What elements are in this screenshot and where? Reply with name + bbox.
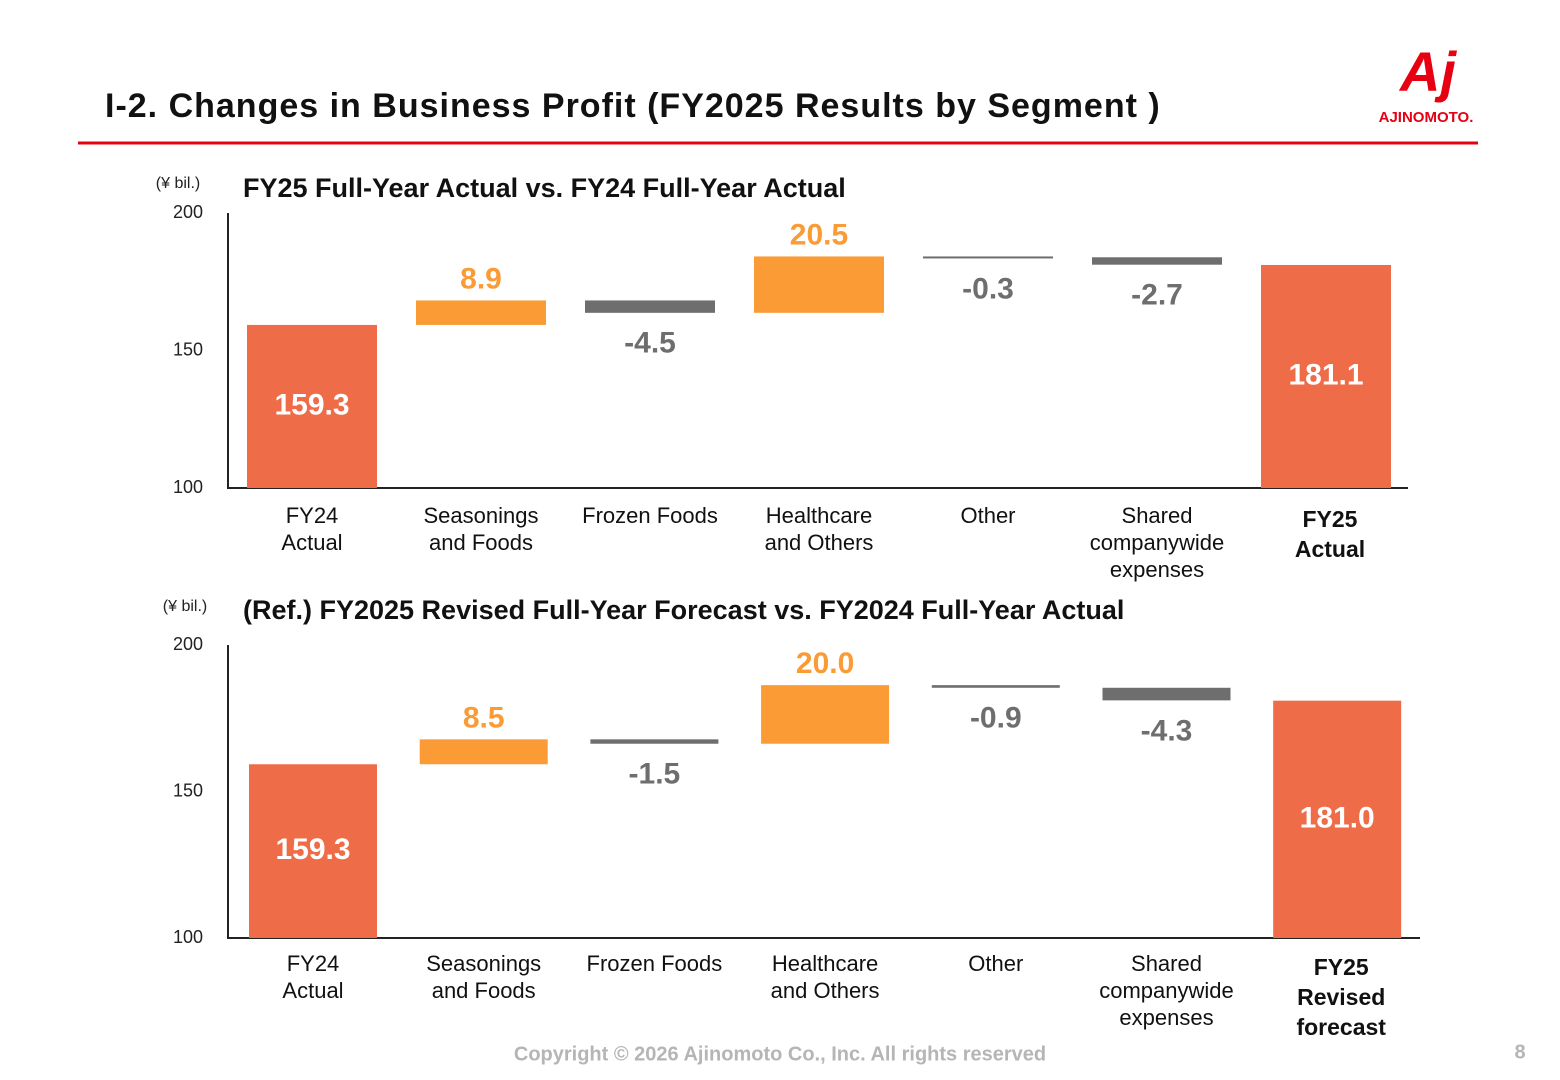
value-label: -0.9 bbox=[970, 702, 1022, 735]
y-tick-label: 200 bbox=[173, 634, 203, 654]
value-label: 8.9 bbox=[460, 262, 502, 295]
x-tick-label: Actual bbox=[1295, 536, 1365, 562]
x-tick-label: and Foods bbox=[432, 978, 536, 1003]
y-tick-label: 150 bbox=[173, 780, 203, 800]
x-tick-label: Seasonings bbox=[424, 503, 539, 528]
x-tick-label: Other bbox=[960, 503, 1015, 528]
x-tick-label: FY25 bbox=[1314, 954, 1369, 980]
y-tick-label: 100 bbox=[173, 927, 203, 947]
value-label: 20.0 bbox=[796, 647, 854, 680]
x-tick-label: expenses bbox=[1110, 557, 1204, 582]
bar bbox=[923, 256, 1053, 259]
bar bbox=[585, 300, 715, 313]
x-tick-label: Actual bbox=[281, 530, 342, 555]
x-tick-label: and Others bbox=[765, 530, 874, 555]
x-tick-label: Seasonings bbox=[426, 951, 541, 976]
x-tick-label: Other bbox=[968, 951, 1023, 976]
x-tick-label: and Foods bbox=[429, 530, 533, 555]
value-label: -4.3 bbox=[1141, 714, 1193, 747]
x-tick-label: expenses bbox=[1119, 1005, 1213, 1030]
value-label: -1.5 bbox=[629, 758, 681, 791]
x-tick-label: Healthcare bbox=[766, 503, 872, 528]
value-label: 181.1 bbox=[1288, 358, 1363, 391]
logo-name: AJINOMOTO. bbox=[1379, 109, 1474, 126]
bar bbox=[419, 739, 548, 765]
value-label: 159.3 bbox=[274, 388, 349, 421]
copyright: Copyright © 2026 Ajinomoto Co., Inc. All… bbox=[514, 1043, 1046, 1065]
slide-title: I-2. Changes in Business Profit (FY2025 … bbox=[105, 87, 1161, 125]
x-tick-label: FY24 bbox=[287, 951, 340, 976]
y-tick-label: 200 bbox=[173, 202, 203, 222]
logo-mark: Aj bbox=[1398, 40, 1457, 103]
bar bbox=[1273, 700, 1402, 938]
x-tick-label: Actual bbox=[282, 978, 343, 1003]
x-tick-label: Shared bbox=[1131, 951, 1202, 976]
x-tick-label: forecast bbox=[1296, 1014, 1386, 1040]
bar bbox=[247, 324, 377, 488]
bar bbox=[590, 739, 719, 744]
bar bbox=[1102, 687, 1231, 701]
x-tick-label: FY24 bbox=[286, 503, 339, 528]
y-axis-label: (¥ bil.) bbox=[163, 598, 207, 615]
x-tick-label: and Others bbox=[771, 978, 880, 1003]
x-tick-label: Frozen Foods bbox=[587, 951, 723, 976]
x-tick-label: FY25 bbox=[1303, 506, 1358, 532]
bar bbox=[416, 300, 546, 325]
value-label: -4.5 bbox=[624, 327, 676, 360]
x-tick-label: Revised bbox=[1297, 984, 1385, 1010]
value-label: 8.5 bbox=[463, 701, 505, 734]
page-number: 8 bbox=[1514, 1041, 1525, 1063]
bar bbox=[931, 685, 1060, 688]
bar bbox=[761, 685, 890, 744]
y-tick-label: 100 bbox=[173, 477, 203, 497]
value-label: 159.3 bbox=[275, 833, 350, 866]
chart-title: (Ref.) FY2025 Revised Full-Year Forecast… bbox=[243, 595, 1124, 625]
bar bbox=[754, 256, 884, 313]
x-tick-label: companywide bbox=[1090, 530, 1225, 555]
x-tick-label: companywide bbox=[1099, 978, 1234, 1003]
value-label: -0.3 bbox=[962, 272, 1014, 305]
bar bbox=[1092, 257, 1222, 265]
y-tick-label: 150 bbox=[173, 339, 203, 359]
value-label: -2.7 bbox=[1131, 279, 1183, 312]
bar bbox=[249, 764, 377, 938]
bar bbox=[1261, 264, 1391, 488]
x-tick-label: Frozen Foods bbox=[582, 503, 718, 528]
x-tick-label: Healthcare bbox=[772, 951, 878, 976]
chart-title: FY25 Full-Year Actual vs. FY24 Full-Year… bbox=[243, 173, 846, 203]
value-label: 20.5 bbox=[790, 218, 848, 251]
x-tick-label: Shared bbox=[1122, 503, 1193, 528]
value-label: 181.0 bbox=[1300, 801, 1375, 834]
y-axis-label: (¥ bil.) bbox=[156, 175, 200, 192]
